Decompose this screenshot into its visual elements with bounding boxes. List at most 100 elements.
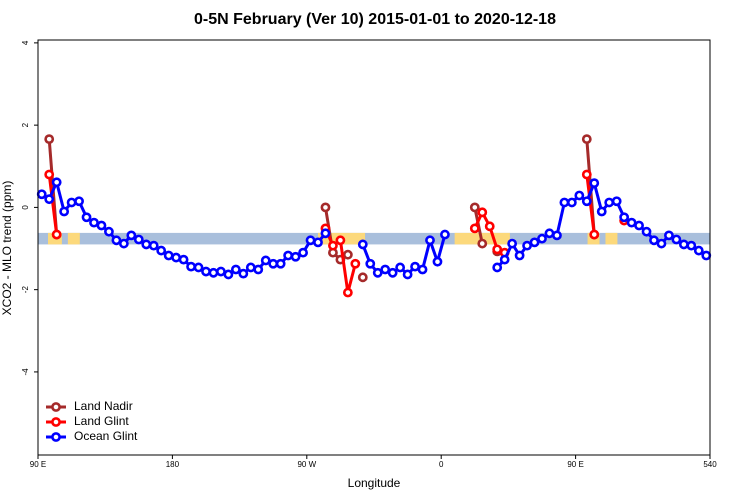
legend-label: Land Nadir (74, 399, 133, 413)
point (387, 267, 398, 278)
point (581, 134, 592, 145)
y-tick-label: -2 (21, 286, 30, 294)
point (44, 134, 55, 145)
point (96, 220, 107, 231)
y-tick-label: 4 (21, 40, 30, 45)
point (89, 217, 99, 228)
y-tick-label: 0 (21, 205, 30, 210)
x-tick-label: 0 (439, 460, 444, 469)
point (641, 226, 652, 237)
point (44, 169, 55, 180)
point (477, 238, 488, 249)
point (74, 196, 84, 207)
point (201, 266, 211, 277)
point (402, 269, 413, 280)
point (634, 220, 644, 231)
point (148, 240, 159, 251)
y-tick-label: -4 (21, 368, 30, 376)
point (335, 235, 346, 246)
point (492, 244, 503, 255)
point (581, 196, 592, 207)
point (440, 229, 450, 240)
y-tick-label: 2 (21, 122, 30, 127)
plot-frame (37, 39, 711, 456)
legend-marker (51, 417, 61, 427)
point (596, 206, 607, 217)
land-segment (605, 232, 618, 245)
point (581, 169, 592, 180)
point (365, 258, 376, 269)
point (238, 268, 249, 279)
point (260, 255, 271, 266)
point (186, 261, 196, 272)
point (342, 287, 353, 298)
point (216, 266, 226, 277)
point (268, 258, 279, 269)
point (44, 194, 55, 205)
point (574, 190, 585, 201)
point (522, 240, 532, 251)
point (514, 250, 525, 261)
point (589, 229, 600, 240)
point (171, 252, 182, 263)
point (126, 230, 137, 241)
point (104, 226, 114, 237)
point (469, 202, 480, 213)
point (395, 262, 406, 273)
point (380, 264, 391, 275)
point (36, 189, 47, 200)
point (156, 245, 167, 256)
point (320, 202, 331, 213)
legend-label: Ocean Glint (74, 429, 138, 443)
point (678, 239, 689, 250)
point (283, 250, 294, 261)
point (66, 197, 77, 208)
point (544, 228, 555, 239)
point (604, 197, 615, 208)
x-tick-label: 90 W (297, 460, 316, 469)
point (253, 264, 264, 275)
point (372, 267, 383, 278)
point (133, 234, 144, 245)
land-segment (67, 232, 80, 245)
point (298, 247, 308, 258)
point (671, 234, 682, 245)
point (686, 240, 697, 251)
point (425, 235, 435, 246)
point (357, 239, 368, 250)
series-line (47, 139, 596, 262)
point (611, 196, 622, 207)
point (208, 267, 219, 278)
point (417, 264, 428, 275)
point (566, 197, 577, 208)
point (141, 239, 152, 250)
point (193, 262, 204, 273)
point (320, 228, 331, 239)
x-tick-label: 180 (166, 460, 180, 469)
point (111, 235, 122, 246)
point (275, 258, 286, 269)
point (432, 256, 443, 267)
legend-label: Land Glint (74, 414, 129, 428)
x-axis-label: Longitude (348, 476, 401, 490)
point (245, 262, 256, 273)
point (619, 212, 630, 223)
point (223, 269, 234, 280)
point (693, 245, 704, 256)
point (484, 221, 495, 232)
point (313, 237, 323, 248)
point (492, 262, 503, 273)
point (328, 240, 338, 251)
point (357, 272, 368, 283)
x-tick-label: 90 E (567, 460, 583, 469)
y-axis-label: XCO2 - MLO trend (ppm) (0, 181, 14, 316)
x-tick-label: 90 E (30, 460, 46, 469)
point (552, 230, 562, 241)
point (178, 254, 189, 265)
point (477, 207, 488, 218)
legend-marker (51, 432, 61, 442)
point (81, 212, 92, 223)
series (36, 177, 712, 280)
